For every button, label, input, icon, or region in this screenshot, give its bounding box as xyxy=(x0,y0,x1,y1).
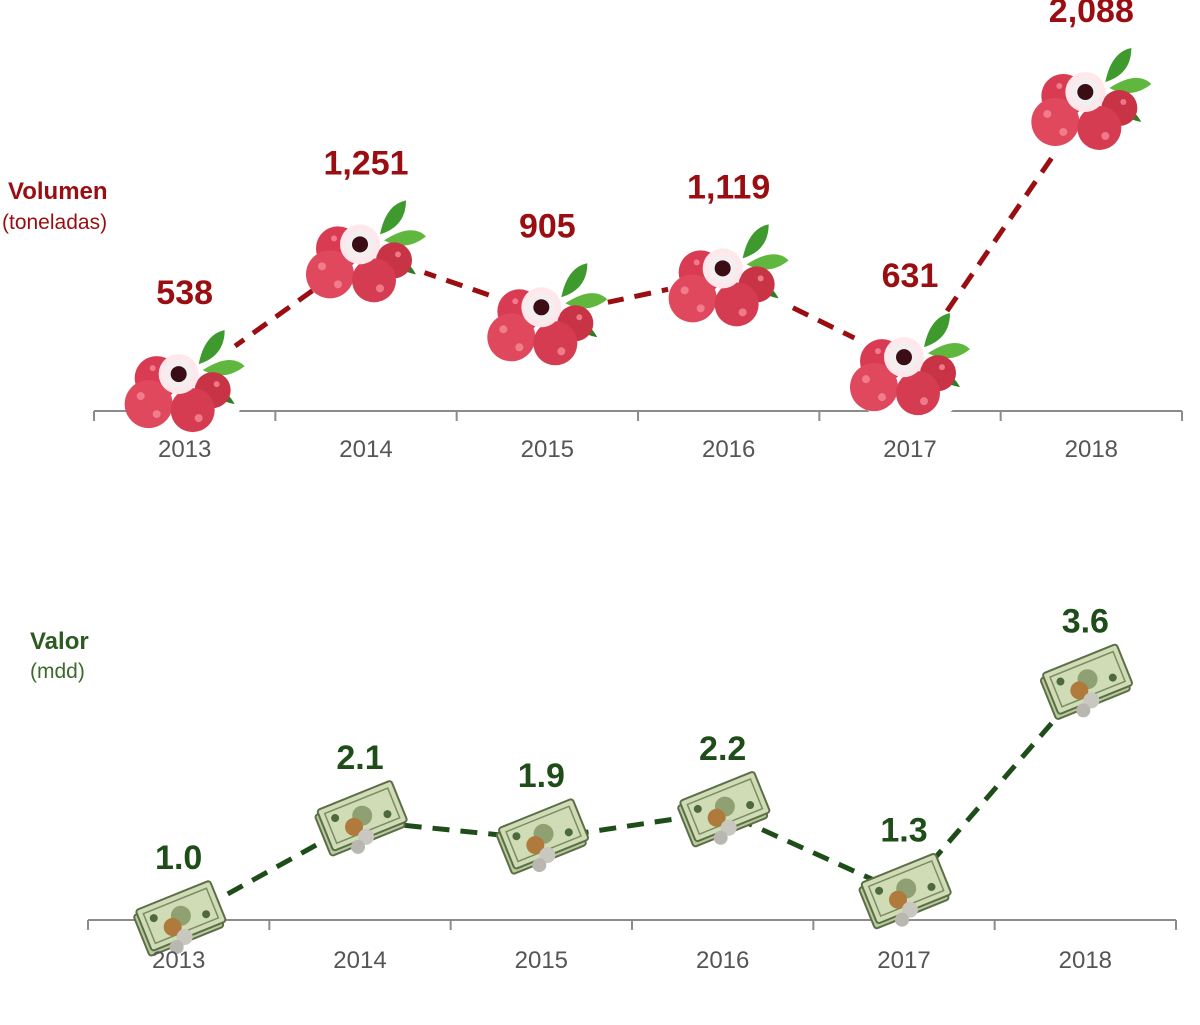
vol-data-label: 2,088 xyxy=(1049,0,1134,30)
money-icon xyxy=(856,852,955,931)
vol-data-label: 538 xyxy=(156,274,213,312)
lychee-icon xyxy=(304,190,428,315)
val-x-tick-label: 2014 xyxy=(333,947,386,974)
val-x-tick-label: 2017 xyxy=(877,947,930,974)
lychee-icon xyxy=(485,253,610,378)
val-data-label: 1.9 xyxy=(518,757,565,795)
money-icon xyxy=(674,770,773,849)
val-data-label: 1.3 xyxy=(880,812,927,850)
volumen-y-unit: (toneladas) xyxy=(2,211,108,234)
money-icon xyxy=(1037,642,1136,721)
volumen-y-label: Volumen xyxy=(8,178,108,205)
vol-x-tick-label: 2015 xyxy=(521,436,574,463)
vol-data-label: 1,119 xyxy=(687,168,770,206)
val-data-label: 2.2 xyxy=(699,730,746,768)
vol-x-tick-label: 2017 xyxy=(883,436,936,463)
money-icon xyxy=(312,779,411,858)
vol-x-tick-label: 2016 xyxy=(702,436,755,463)
val-x-tick-label: 2013 xyxy=(152,947,205,974)
vol-x-tick-label: 2013 xyxy=(158,436,211,463)
money-icon xyxy=(130,879,229,958)
money-icon xyxy=(493,797,592,876)
vol-x-tick-label: 2014 xyxy=(339,436,392,463)
val-data-label: 1.0 xyxy=(155,839,202,877)
valor-y-label: Valor xyxy=(30,628,89,655)
vol-data-label: 905 xyxy=(519,207,576,245)
val-data-label: 3.6 xyxy=(1062,602,1109,640)
vol-x-tick-label: 2018 xyxy=(1065,436,1118,463)
lychee-icon xyxy=(666,214,791,339)
lychee-icon xyxy=(122,320,247,445)
val-x-tick-label: 2015 xyxy=(515,947,568,974)
vol-data-label: 631 xyxy=(882,257,939,295)
lychee-icon xyxy=(1029,37,1154,162)
lychee-icon xyxy=(848,303,972,428)
valor-series-line xyxy=(177,682,1088,924)
val-data-label: 2.1 xyxy=(336,739,383,777)
val-x-tick-label: 2018 xyxy=(1059,947,1112,974)
valor-y-unit: (mdd) xyxy=(30,660,85,683)
val-x-tick-label: 2016 xyxy=(696,947,749,974)
vol-data-label: 1,251 xyxy=(323,144,408,182)
